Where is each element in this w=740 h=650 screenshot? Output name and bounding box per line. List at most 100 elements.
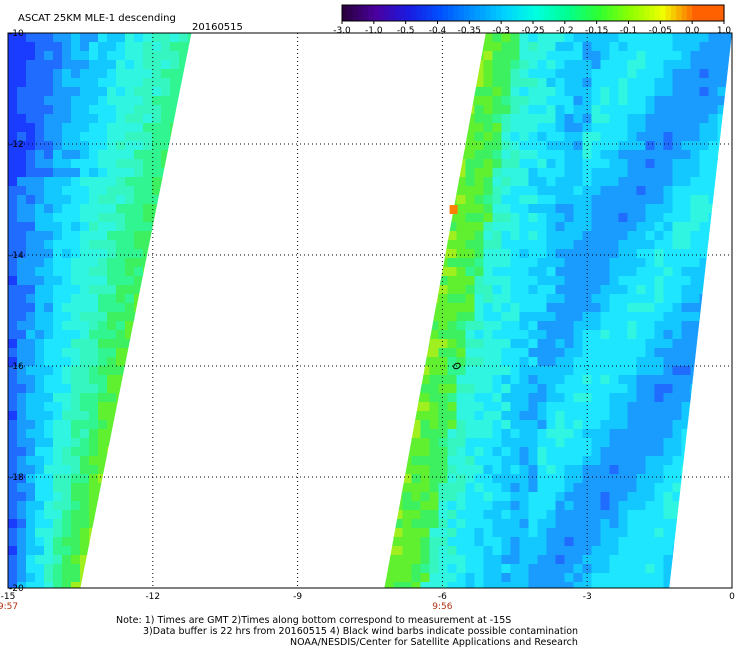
note-line-2: 3)Data buffer is 22 hrs from 20160515 4)…	[143, 626, 579, 637]
colorbar-cell	[644, 5, 651, 21]
colorbar-cell	[379, 5, 386, 21]
colorbar-cell	[670, 5, 677, 21]
colorbar-cell	[702, 5, 709, 21]
colorbar-cell	[612, 5, 619, 21]
colorbar-cell	[469, 5, 476, 21]
colorbar-cell	[713, 5, 720, 21]
colorbar-cell	[453, 5, 460, 21]
colorbar-cell	[649, 5, 656, 21]
colorbar-label: -0.25	[521, 26, 544, 36]
colorbar-label: -0.1	[620, 26, 638, 36]
colorbar-label: -1.0	[365, 26, 383, 36]
swath-layer	[8, 33, 732, 588]
colorbar: -3.0 -1.0 -0.5 -0.4 -0.35 -0.3 -0.25 -0.2 -0.15 -…	[333, 4, 732, 36]
colorbar-label: -3.0	[333, 26, 351, 36]
colorbar-label: -0.4	[429, 26, 447, 36]
colorbar-cell	[421, 5, 428, 21]
colorbar-cell	[357, 5, 364, 21]
colorbar-label: -0.5	[397, 26, 415, 36]
colorbar-cell	[389, 5, 396, 21]
colorbar-label: -0.15	[585, 26, 608, 36]
colorbar-cell	[697, 5, 704, 21]
swath-time-label: 9:57	[0, 602, 18, 612]
colorbar-cell	[601, 5, 608, 21]
colorbar-cell	[533, 5, 539, 21]
colorbar-cell	[676, 5, 683, 21]
colorbar-cell	[448, 5, 455, 21]
colorbar-cell	[686, 5, 693, 21]
colorbar-cell	[400, 5, 407, 21]
colorbar-cell	[655, 5, 661, 21]
colorbar-cell	[458, 5, 465, 21]
colorbar-cell	[718, 5, 725, 21]
colorbar-cell	[485, 5, 492, 21]
x-tick-label: -9	[293, 592, 302, 602]
chart-title: ASCAT 25KM MLE-1 descending	[18, 13, 176, 24]
colorbar-cell	[384, 5, 391, 21]
colorbar-cell	[660, 5, 667, 21]
colorbar-label: 0.0	[685, 26, 700, 36]
colorbar-cell	[490, 5, 497, 21]
x-tick-label: 0	[729, 592, 735, 602]
y-tick-label: -16	[9, 362, 24, 372]
colorbar-cell	[410, 5, 417, 21]
colorbar-cell	[633, 5, 640, 21]
colorbar-cell	[575, 5, 582, 21]
colorbar-cell	[363, 5, 370, 21]
colorbar-cell	[347, 5, 354, 21]
colorbar-cell	[681, 5, 688, 21]
colorbar-cell	[580, 5, 587, 21]
colorbar-label: -0.05	[649, 26, 672, 36]
note-line-1: Note: 1) Times are GMT 2)Times along bot…	[116, 615, 512, 626]
colorbar-cell	[607, 5, 614, 21]
hot-pixel	[449, 205, 458, 215]
colorbar-cell	[591, 5, 598, 21]
colorbar-cell	[559, 5, 566, 21]
swath-west	[8, 33, 192, 588]
colorbar-cell	[548, 5, 555, 21]
colorbar-cell	[586, 5, 592, 21]
colorbar-label: -0.2	[556, 26, 574, 36]
note-line-3: NOAA/NESDIS/Center for Satellite Applica…	[290, 637, 578, 648]
colorbar-cell	[628, 5, 635, 21]
swath-east	[384, 33, 732, 588]
colorbar-cell	[527, 5, 534, 21]
barb-layer	[453, 362, 461, 370]
colorbar-cell	[352, 5, 359, 21]
x-tick-label: -3	[583, 592, 592, 602]
colorbar-cell	[517, 5, 523, 21]
colorbar-cell	[495, 5, 502, 21]
colorbar-cell	[426, 5, 433, 21]
tick-layer: -15 -12 -9 -6 -3 0 -10 -12 -14 -16 -18 -20 9:57 9:56	[0, 29, 735, 612]
colorbar-cell	[538, 5, 545, 21]
colorbar-cell	[501, 5, 508, 21]
colorbar-cell	[442, 5, 449, 21]
colorbar-label: -0.35	[458, 26, 481, 36]
x-tick-label: -15	[1, 592, 16, 602]
colorbar-cell	[570, 5, 577, 21]
grid-layer	[8, 33, 732, 588]
colorbar-cell	[342, 5, 348, 21]
colorbar-cell	[464, 5, 470, 21]
colorbar-cell	[395, 5, 401, 21]
x-tick-label: -6	[438, 592, 447, 602]
colorbar-label: 1.0	[717, 26, 732, 36]
x-tick-label: -12	[145, 592, 160, 602]
colorbar-cell	[623, 5, 630, 21]
colorbar-cell	[617, 5, 624, 21]
y-tick-label: -18	[9, 473, 24, 483]
colorbar-cell	[474, 5, 481, 21]
colorbar-cell	[368, 5, 375, 21]
y-tick-label: -12	[9, 140, 24, 150]
contamination-barb	[453, 362, 461, 370]
y-tick-label: -14	[9, 251, 24, 261]
colorbar-cell	[543, 5, 550, 21]
y-tick-label: -20	[9, 584, 24, 594]
colorbar-cell	[416, 5, 423, 21]
colorbar-cell	[432, 5, 439, 21]
colorbar-cell	[479, 5, 486, 21]
colorbar-cell	[692, 5, 699, 21]
y-tick-label: -10	[9, 29, 24, 39]
